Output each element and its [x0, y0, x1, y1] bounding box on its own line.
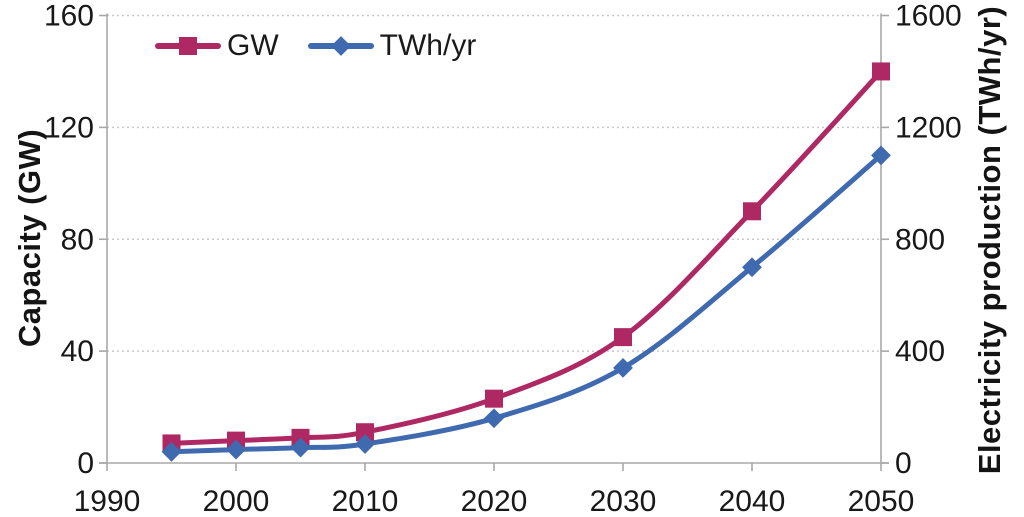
- left-axis-tick-label: 0: [77, 447, 94, 480]
- data-point-marker-square: [356, 423, 374, 442]
- data-point-marker-diamond: [484, 408, 504, 429]
- data-point-marker-square: [614, 328, 632, 347]
- data-point-marker-square: [485, 389, 503, 408]
- data-point-marker-square: [743, 202, 761, 221]
- x-axis-tick-label: 2030: [590, 485, 657, 517]
- right-axis-tick-label: 1200: [895, 111, 962, 144]
- legend-item-gw: GW: [155, 29, 279, 62]
- legend-label-twh: TWh/yr: [379, 29, 477, 62]
- x-axis-tick-label: 1990: [74, 485, 141, 517]
- data-point-marker-diamond: [613, 358, 633, 378]
- x-axis-tick-label: 2020: [461, 485, 528, 517]
- data-point-marker-diamond: [330, 36, 351, 56]
- left-axis-title: Capacity (GW): [12, 128, 47, 348]
- series-line-twh-yr: [169, 152, 884, 455]
- data-point-marker-square: [872, 62, 890, 81]
- right-axis-tick-label: 0: [895, 447, 912, 480]
- data-point-marker-diamond: [290, 437, 311, 458]
- legend-label-gw: GW: [227, 29, 279, 62]
- legend: GW TWh/yr: [155, 29, 477, 62]
- x-axis-tick-label: 2000: [203, 485, 270, 517]
- legend-marker-gw-square-icon: [155, 37, 221, 55]
- x-axis-tick-label: 2050: [848, 485, 915, 517]
- data-point-marker-diamond: [226, 439, 246, 460]
- legend-item-twh: TWh/yr: [307, 29, 477, 62]
- right-axis-tick-label: 400: [895, 335, 945, 368]
- left-axis-tick-label: 120: [44, 111, 94, 144]
- data-point-marker-diamond: [355, 434, 375, 454]
- data-point-marker-diamond: [742, 257, 762, 278]
- left-axis-tick-label: 80: [61, 223, 94, 256]
- right-axis-tick-label: 800: [895, 223, 945, 256]
- data-point-marker-diamond: [161, 441, 182, 462]
- x-axis-tick-label: 2010: [332, 485, 399, 517]
- legend-marker-twh-diamond-icon: [307, 36, 374, 56]
- x-axis-tick-label: 2040: [719, 485, 786, 517]
- left-axis-tick-label: 40: [61, 335, 94, 368]
- right-axis-tick-label: 1600: [895, 0, 962, 33]
- right-axis-title: Electricity production (TWh/yr): [972, 5, 1007, 475]
- data-point-marker-square: [179, 37, 197, 55]
- left-axis-tick-label: 160: [44, 0, 94, 33]
